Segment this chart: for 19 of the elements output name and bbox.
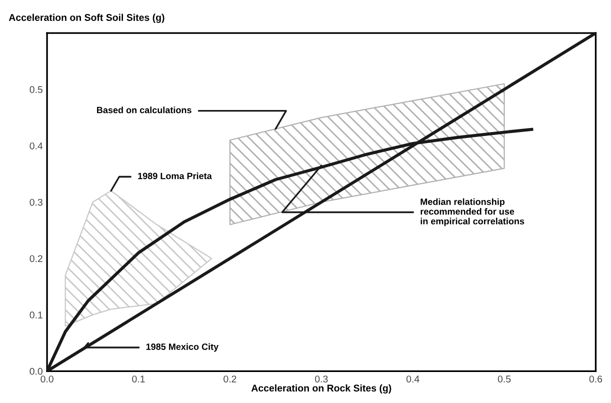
x-tick-label: 0.2 xyxy=(224,376,236,382)
x-axis-title: Acceleration on Rock Sites (g) xyxy=(251,384,392,394)
annotation: 1989 Loma Prieta xyxy=(138,172,212,180)
annotation: 1985 Mexico City xyxy=(146,343,219,352)
x-tick-label: 0.0 xyxy=(40,376,54,382)
x-tick-label: 0.5 xyxy=(498,376,511,382)
annotation: Median relationship recommended for use in empirical correlations xyxy=(420,198,524,226)
y-axis-title: Acceleration on Soft Soil Sites (g) xyxy=(8,14,164,23)
x-tick-label: 0.3 xyxy=(315,376,328,382)
y-tick-label: 0.2 xyxy=(30,255,42,262)
y-tick-label: 0.0 xyxy=(30,368,42,375)
y-tick-label: 0.3 xyxy=(30,198,42,206)
annotation: Based on calculations xyxy=(97,106,192,114)
y-tick-label: 0.4 xyxy=(30,142,43,150)
y-tick-label: 0.5 xyxy=(30,86,42,94)
x-tick-label: 0.4 xyxy=(406,376,420,382)
x-tick-label: 0.1 xyxy=(132,376,145,382)
y-tick-label: 0.1 xyxy=(30,312,42,318)
x-tick-label: 0.6 xyxy=(589,376,602,382)
